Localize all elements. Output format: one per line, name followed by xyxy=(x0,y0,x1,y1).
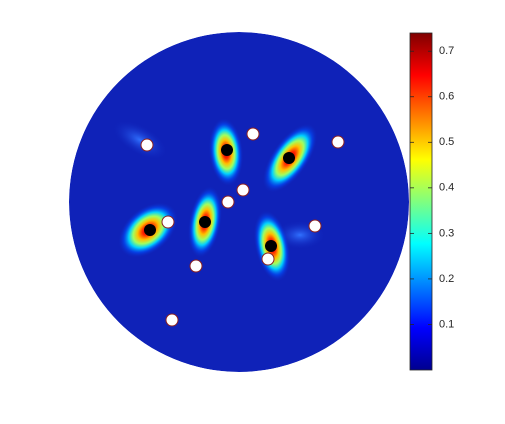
sensor-dot xyxy=(189,259,203,273)
colorbar-tick-label: 0.6 xyxy=(439,91,454,103)
source-dot xyxy=(144,224,156,236)
sensor-dot xyxy=(246,127,260,141)
colorbar-tick-label: 0.2 xyxy=(439,273,454,285)
source-dot xyxy=(221,144,233,156)
source-dot xyxy=(283,152,295,164)
colorbar-tick-label: 0.3 xyxy=(439,227,454,239)
colorbar-tick-label: 0.7 xyxy=(439,45,454,57)
sensor-dot xyxy=(236,183,250,197)
colorbar-tick-label: 0.5 xyxy=(439,136,454,148)
source-markers xyxy=(144,144,295,252)
sensor-dot xyxy=(331,135,345,149)
sensor-dot xyxy=(161,215,175,229)
faint-region xyxy=(113,120,167,160)
source-dot xyxy=(265,240,277,252)
sensor-dot xyxy=(308,219,322,233)
colorbar-tick-label: 0.4 xyxy=(439,182,454,194)
colorbar xyxy=(409,32,433,371)
colorbar-tick-label: 0.1 xyxy=(439,318,454,330)
sensor-dot xyxy=(261,252,275,266)
heatmap-disk xyxy=(69,32,409,372)
sensor-dot xyxy=(165,313,179,327)
source-dot xyxy=(199,216,211,228)
sensor-dot xyxy=(140,138,154,152)
sensor-dot xyxy=(221,195,235,209)
disk-background xyxy=(69,32,409,372)
sensor-markers xyxy=(140,127,345,327)
